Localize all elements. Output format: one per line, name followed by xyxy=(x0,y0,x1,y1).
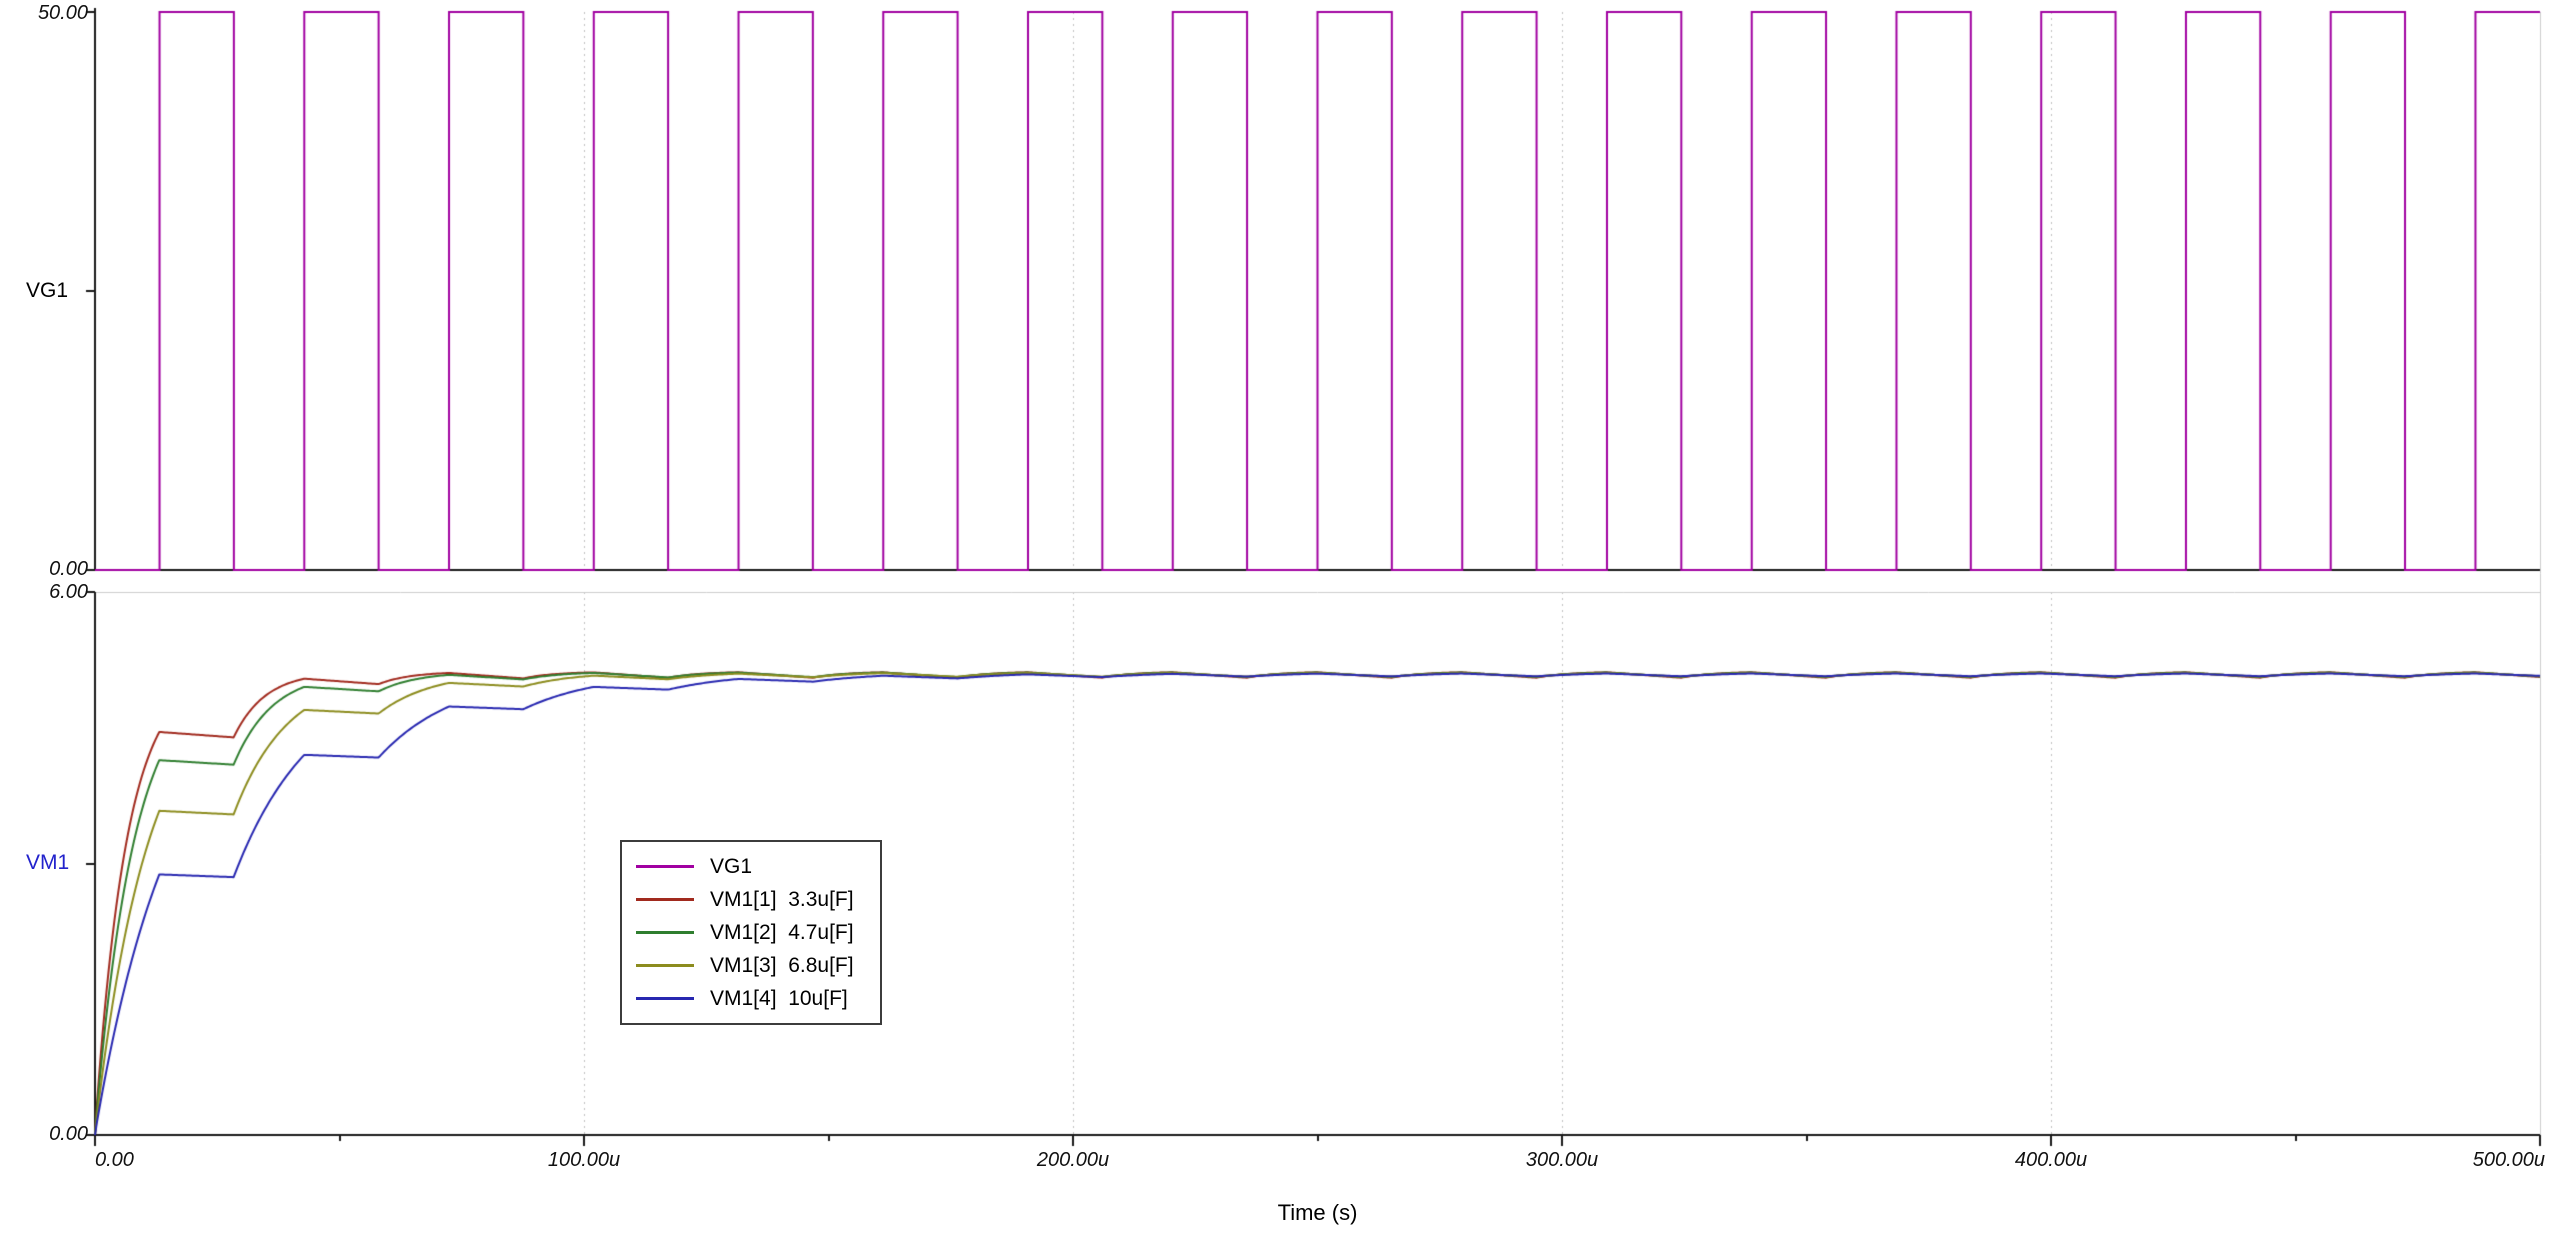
legend-item: VM1[2] 4.7u[F] xyxy=(632,916,870,949)
legend-item: VM1[1] 3.3u[F] xyxy=(632,883,870,916)
legend-line-swatch xyxy=(636,997,694,1000)
legend-label: VM1[2] 4.7u[F] xyxy=(710,920,854,944)
legend-label: VM1[4] 10u[F] xyxy=(710,986,848,1010)
x-tick-label: 200.00u xyxy=(1036,1149,1110,1171)
x-axis-title: Time (s) xyxy=(1277,1200,1358,1225)
legend-label: VM1[3] 6.8u[F] xyxy=(710,953,854,977)
legend-item: VG1 xyxy=(632,850,870,883)
legend-line-swatch xyxy=(636,931,694,934)
legend-box: VG1 VM1[1] 3.3u[F] VM1[2] 4.7u[F] VM1[3] 6.… xyxy=(620,840,882,1025)
x-tick-label: 500.00u xyxy=(2472,1149,2545,1171)
top-y-min-label: 0.00 xyxy=(49,558,88,580)
legend-label: VG1 xyxy=(710,854,753,878)
x-tick-label: 0.00 xyxy=(95,1149,134,1171)
legend-line-swatch xyxy=(636,964,694,967)
bottom-y-axis-title: VM1 xyxy=(26,851,70,874)
top-y-max-label: 50.00 xyxy=(37,2,88,24)
legend-item: VM1[4] 10u[F] xyxy=(632,982,870,1015)
x-tick-label: 100.00u xyxy=(547,1149,621,1171)
top-y-axis-title: VG1 xyxy=(26,279,69,302)
bottom-y-max-label: 6.00 xyxy=(49,581,88,603)
legend-line-swatch xyxy=(636,898,694,901)
legend-item: VM1[3] 6.8u[F] xyxy=(632,949,870,982)
x-tick-label: 300.00u xyxy=(1525,1149,1599,1171)
legend-label: VM1[1] 3.3u[F] xyxy=(710,887,854,911)
bottom-y-min-label: 0.00 xyxy=(49,1123,88,1145)
legend-line-swatch xyxy=(636,865,694,868)
x-tick-label: 400.00u xyxy=(2014,1149,2088,1171)
